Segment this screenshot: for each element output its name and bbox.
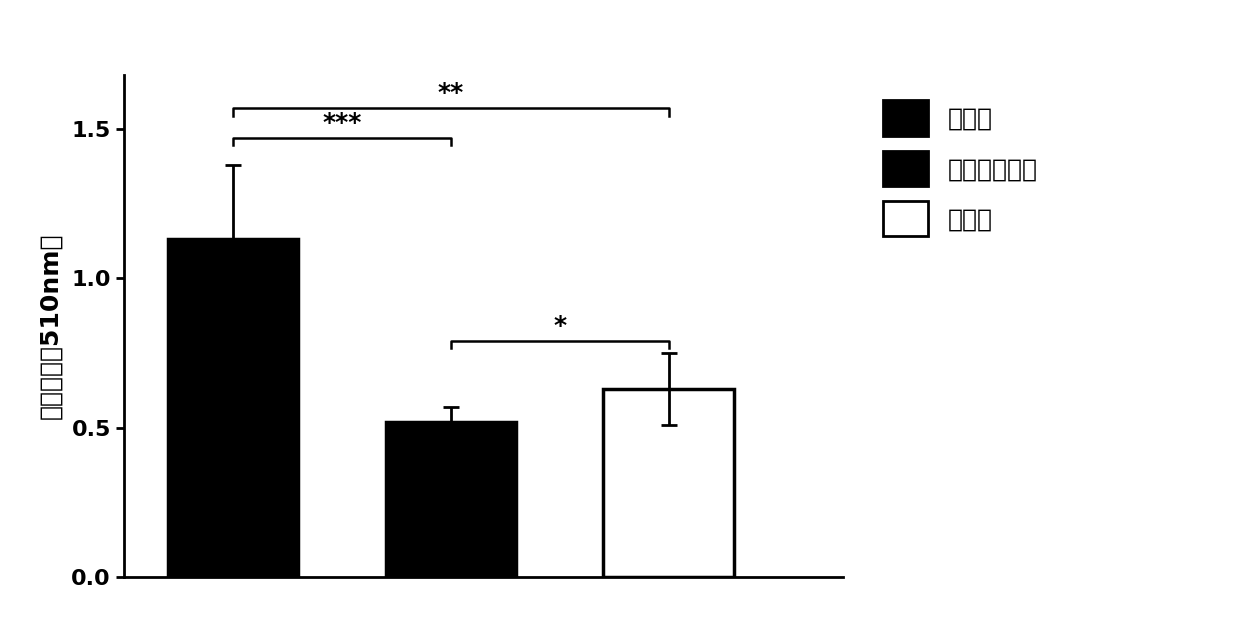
Bar — [167, 240, 299, 577]
Legend: 对照组, 常春藤提取物, 咊啊因: 对照组, 常春藤提取物, 咊啊因 — [870, 88, 1050, 249]
Y-axis label: 脂肪积累（510nm）: 脂肪积累（510nm） — [38, 233, 63, 419]
Text: **: ** — [438, 81, 464, 105]
Text: ***: *** — [322, 111, 362, 135]
Text: *: * — [553, 314, 567, 338]
Bar — [386, 421, 516, 577]
Bar — [604, 389, 734, 577]
